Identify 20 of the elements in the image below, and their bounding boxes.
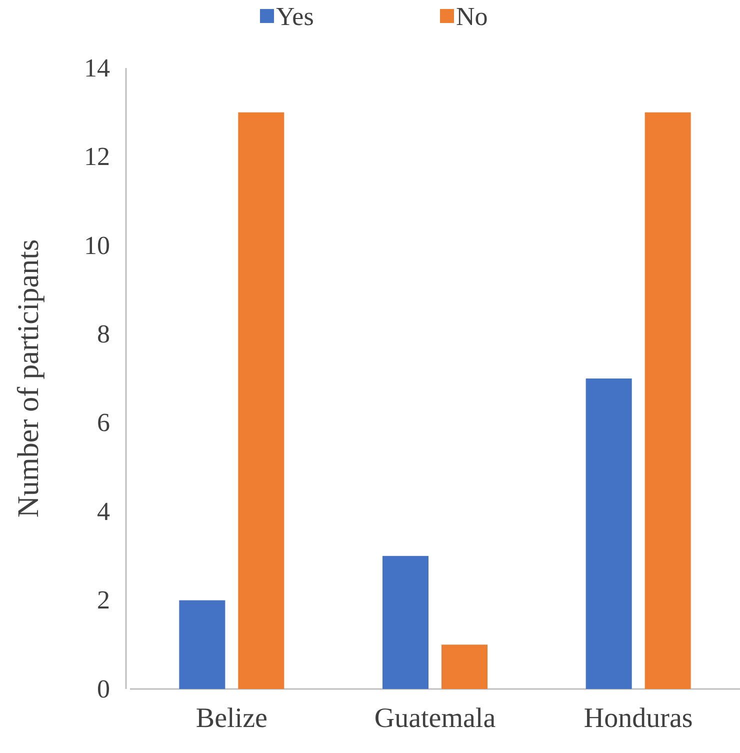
x-tick-label: Belize [196,702,268,734]
y-tick-label: 10 [84,230,110,260]
bar [586,378,632,689]
bar [179,600,226,689]
y-tick-label: 6 [97,408,110,438]
x-tick-label: Guatemala [374,702,496,734]
y-tick-label: 12 [84,142,110,172]
bar [238,112,284,689]
y-tick-label: 14 [84,53,110,82]
x-tick-label: Honduras [584,702,693,734]
y-tick-label: 2 [97,586,110,615]
y-tick-label: 4 [97,496,110,526]
bar [644,112,691,689]
legend-label: Yes [276,2,314,31]
bar [442,644,488,689]
y-tick-label: 0 [97,674,110,704]
y-axis-title: Number of participants [12,239,45,518]
bar [382,556,428,689]
legend-label: No [456,2,488,31]
y-tick-label: 8 [97,319,110,348]
